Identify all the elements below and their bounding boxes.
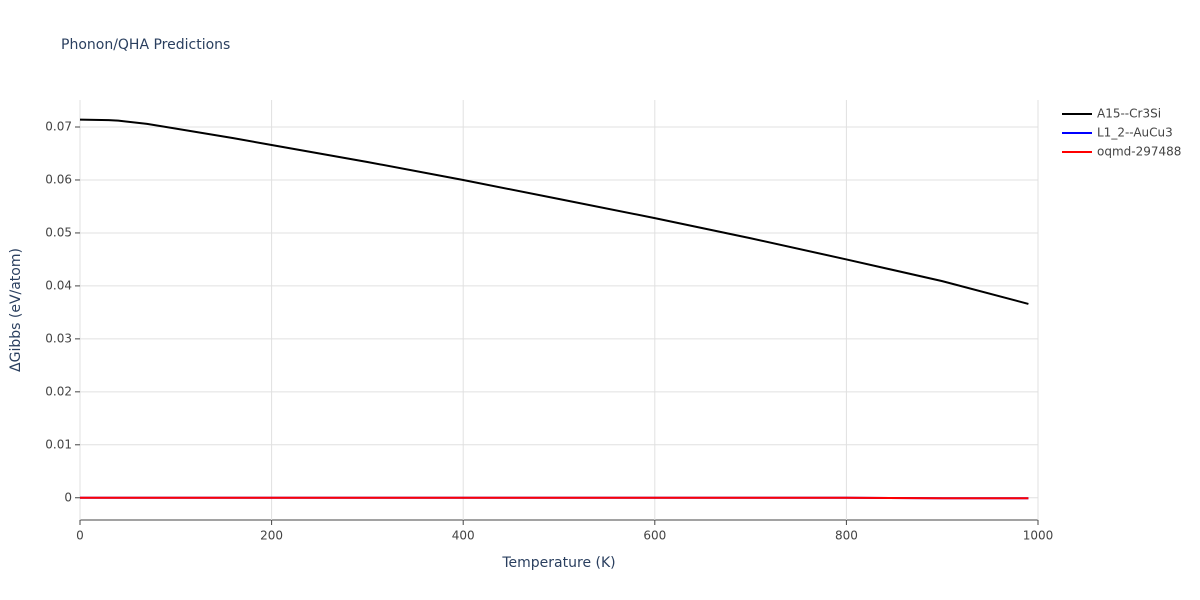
- line-series: [80, 496, 1029, 500]
- y-tick-label: 0.06: [45, 172, 72, 186]
- legend-label: A15--Cr3Si: [1097, 107, 1161, 121]
- y-tick-label: 0.05: [45, 225, 72, 239]
- y-tick-label: 0: [64, 490, 72, 504]
- y-tick-label: 0.03: [45, 331, 72, 345]
- x-tick-label: 400: [452, 529, 475, 543]
- legend-label: L1_2--AuCu3: [1097, 126, 1173, 140]
- legend-label: oqmd-297488: [1097, 145, 1181, 159]
- x-tick-label: 1000: [1023, 529, 1054, 543]
- chart-title: Phonon/QHA Predictions: [61, 37, 230, 53]
- x-axis-title: Temperature (K): [501, 555, 615, 571]
- y-tick-label: 0.01: [45, 437, 72, 451]
- y-tick-label: 0.02: [45, 384, 72, 398]
- x-tick-label: 200: [260, 529, 283, 543]
- y-tick-label: 0.04: [45, 278, 72, 292]
- y-axis-title: ΔGibbs (eV/atom): [8, 248, 24, 372]
- line-series: [79, 118, 1029, 305]
- x-tick-label: 800: [835, 529, 858, 543]
- x-tick-label: 0: [76, 529, 84, 543]
- y-tick-label: 0.07: [45, 120, 72, 134]
- x-tick-label: 600: [643, 529, 666, 543]
